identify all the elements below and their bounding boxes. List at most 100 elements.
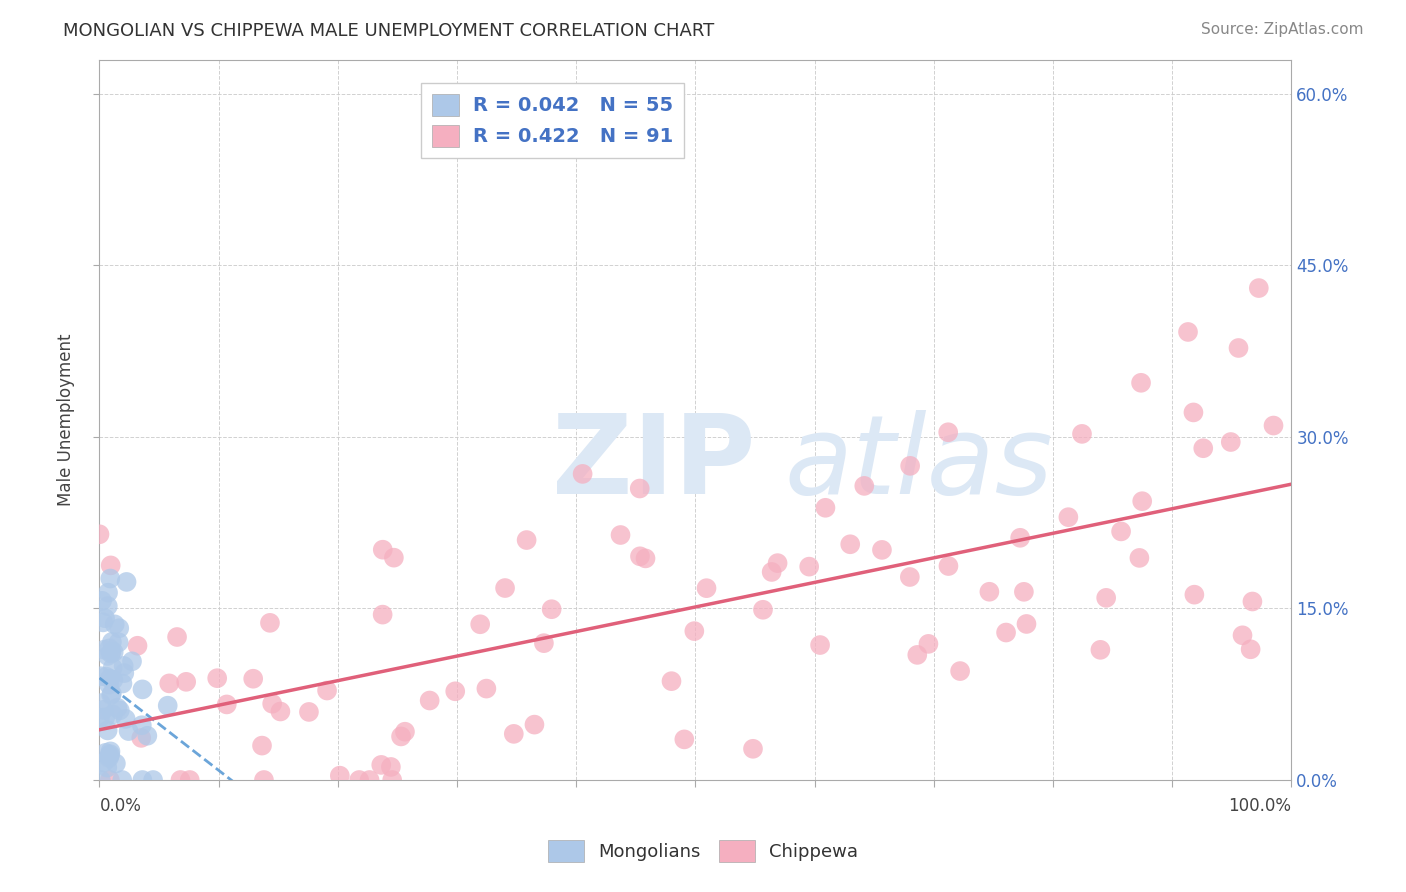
Point (898, 458, 921, 473)
Point (97, 723, 120, 738)
Point (90, 772, 112, 787)
Point (131, 682, 153, 697)
Point (1095, 591, 1118, 605)
Point (502, 727, 524, 741)
Point (89, 711, 111, 725)
Point (761, 565, 783, 579)
Point (97, 599, 120, 614)
Point (131, 718, 153, 732)
Point (242, 672, 264, 686)
Point (1219, 435, 1241, 450)
Point (359, 772, 381, 787)
Point (898, 570, 921, 584)
Point (1247, 281, 1270, 295)
Point (103, 673, 125, 687)
Point (101, 661, 124, 675)
Point (104, 617, 127, 632)
Point (174, 674, 197, 689)
Point (1128, 550, 1150, 565)
Point (298, 705, 321, 719)
Point (112, 659, 135, 673)
Point (917, 637, 939, 651)
Point (97, 585, 120, 599)
Point (136, 729, 159, 743)
Point (91, 615, 114, 630)
Point (111, 676, 134, 690)
Text: atlas: atlas (785, 409, 1053, 516)
Point (839, 537, 862, 551)
Point (382, 550, 405, 565)
Point (979, 584, 1001, 599)
Point (814, 500, 837, 515)
Point (673, 732, 696, 747)
Point (253, 772, 276, 787)
Point (121, 654, 143, 668)
Point (114, 712, 136, 726)
Point (98, 748, 121, 763)
Point (370, 758, 392, 772)
Point (100, 647, 122, 661)
Point (870, 542, 893, 557)
Point (108, 621, 131, 635)
Point (371, 607, 394, 622)
Point (101, 687, 124, 701)
Point (97, 648, 120, 663)
Point (259, 615, 281, 630)
Point (444, 684, 467, 698)
Point (1130, 494, 1153, 508)
Point (93, 756, 115, 770)
Point (938, 559, 960, 574)
Point (250, 739, 273, 753)
Point (470, 617, 492, 632)
Point (107, 635, 129, 649)
Point (104, 756, 127, 771)
Point (1015, 617, 1038, 632)
Point (94, 746, 117, 760)
Point (949, 664, 972, 678)
Point (94, 611, 117, 625)
Text: Source: ZipAtlas.com: Source: ZipAtlas.com (1201, 22, 1364, 37)
Point (98, 677, 121, 691)
Point (127, 639, 149, 653)
Point (389, 730, 412, 744)
Point (166, 630, 188, 644)
Point (523, 717, 546, 731)
Point (540, 602, 562, 616)
Point (1239, 642, 1261, 657)
Point (101, 707, 124, 722)
Point (1182, 588, 1205, 602)
Point (516, 533, 538, 547)
Point (98, 672, 121, 686)
Point (91, 594, 114, 608)
Point (1227, 341, 1250, 355)
Point (1012, 584, 1035, 599)
Point (169, 772, 191, 787)
Point (111, 772, 134, 787)
Point (371, 542, 394, 557)
Point (157, 676, 180, 690)
Point (853, 479, 876, 493)
Point (107, 700, 129, 714)
Point (129, 731, 152, 745)
Point (1109, 524, 1132, 539)
Point (683, 624, 706, 639)
Point (93, 703, 115, 717)
Y-axis label: Male Unemployment: Male Unemployment (58, 334, 75, 506)
Point (1057, 510, 1080, 524)
Point (609, 528, 631, 542)
Text: MONGOLIAN VS CHIPPEWA MALE UNEMPLOYMENT CORRELATION CHART: MONGOLIAN VS CHIPPEWA MALE UNEMPLOYMENT … (63, 22, 714, 40)
Text: ZIP: ZIP (553, 409, 756, 516)
Point (936, 425, 959, 440)
Point (634, 551, 657, 566)
Point (808, 638, 831, 652)
Point (995, 625, 1018, 640)
Point (98, 772, 121, 787)
Point (117, 724, 139, 739)
Point (215, 698, 238, 712)
Point (269, 705, 291, 719)
Point (742, 741, 765, 756)
Point (101, 635, 124, 649)
Point (1192, 442, 1215, 456)
Point (419, 693, 441, 707)
Point (205, 671, 228, 685)
